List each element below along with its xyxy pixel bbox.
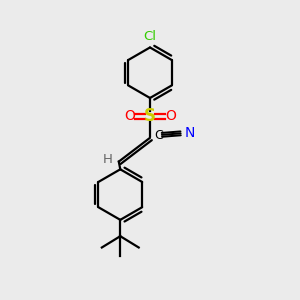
Text: O: O [124, 110, 135, 123]
Text: O: O [165, 110, 176, 123]
Text: C: C [154, 129, 163, 142]
Text: H: H [103, 153, 113, 166]
Text: N: N [184, 126, 195, 140]
Text: Cl: Cl [143, 30, 157, 43]
Text: S: S [144, 107, 156, 125]
